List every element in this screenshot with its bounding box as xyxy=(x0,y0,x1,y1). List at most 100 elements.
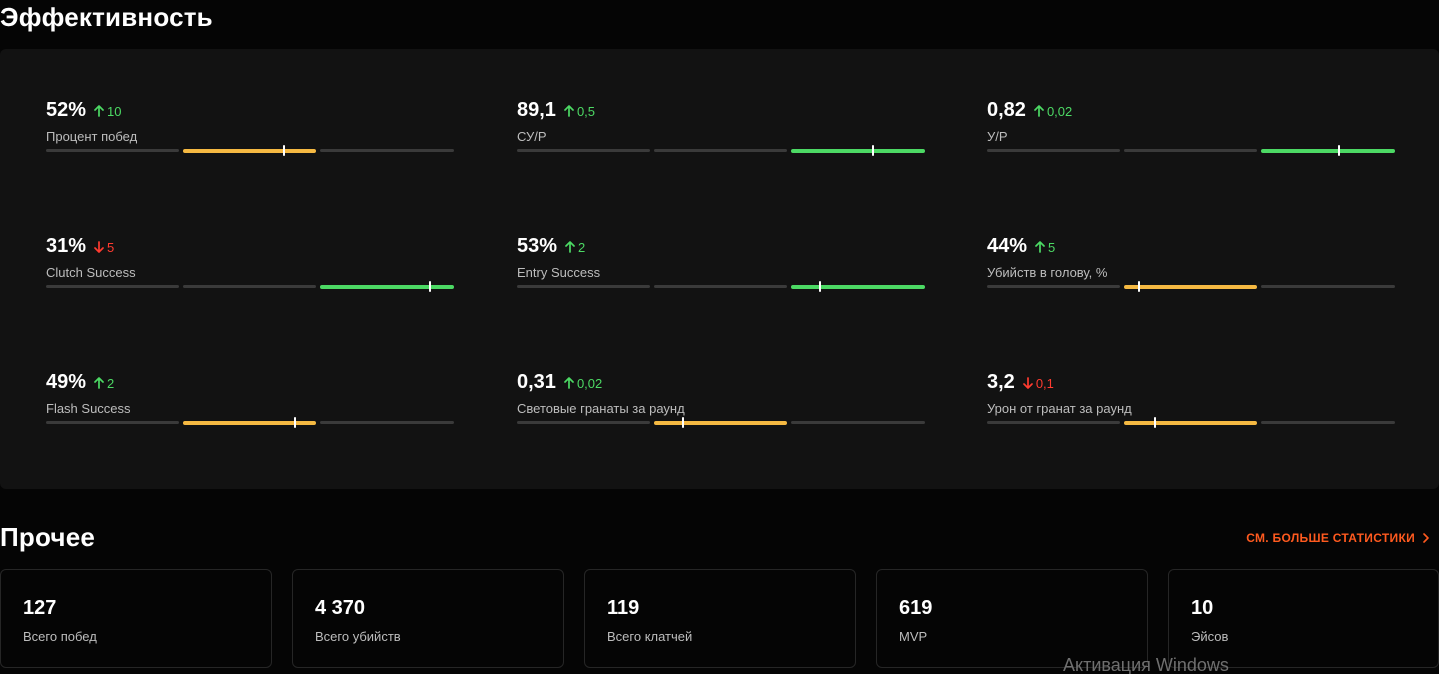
metric-label: Урон от гранат за раунд xyxy=(987,401,1132,416)
metric-label: Flash Success xyxy=(46,401,131,416)
progress-segment xyxy=(791,148,925,153)
arrow-up-icon xyxy=(1034,104,1047,119)
metric-adr: 89,1 0,5 СУ/Р xyxy=(517,99,925,179)
metric-label: СУ/Р xyxy=(517,129,547,144)
metric-progress-bar xyxy=(517,281,925,292)
card-value: 4 370 xyxy=(315,597,366,619)
metric-entry-success: 53% 2 Entry Success xyxy=(517,235,925,315)
metric-value: 3,2 xyxy=(987,371,1015,393)
progress-segment xyxy=(987,421,1120,424)
card-value: 619 xyxy=(899,597,933,619)
card-label: MVP xyxy=(899,629,928,644)
metric-value: 52% xyxy=(46,99,87,121)
metric-value: 0,31 xyxy=(517,371,556,393)
progress-segment xyxy=(1261,421,1395,424)
see-more-label: СМ. БОЛЬШЕ СТАТИСТИКИ xyxy=(1246,531,1415,545)
progress-marker xyxy=(428,281,431,292)
metric-label: Entry Success xyxy=(517,265,601,280)
progress-segment xyxy=(183,420,316,425)
efficiency-title: Эффективность xyxy=(0,2,213,32)
card-value: 127 xyxy=(23,597,57,619)
progress-marker xyxy=(682,417,685,428)
metric-progress-bar xyxy=(517,145,925,156)
card-label: Всего побед xyxy=(23,629,97,644)
metric-delta: 5 xyxy=(1035,240,1055,255)
progress-segment xyxy=(654,420,787,425)
card-label: Эйсов xyxy=(1191,629,1229,644)
efficiency-panel: 52% 10 Процент побед 89,1 0,5 СУ/Р 0,82 … xyxy=(0,49,1439,489)
progress-segment xyxy=(320,149,454,152)
progress-segment xyxy=(987,149,1120,152)
metric-value: 89,1 xyxy=(517,99,556,121)
metric-flashes-per-round: 0,31 0,02 Световые гранаты за раунд xyxy=(517,371,925,451)
arrow-down-icon xyxy=(1022,376,1036,391)
metric-progress-bar xyxy=(46,281,454,292)
progress-segment xyxy=(517,285,650,288)
metric-clutch-success: 31% 5 Clutch Success xyxy=(46,235,454,315)
arrow-up-icon xyxy=(564,376,577,391)
progress-segment xyxy=(517,149,650,152)
metric-progress-bar xyxy=(517,417,925,428)
progress-segment xyxy=(1124,149,1257,152)
progress-segment xyxy=(1124,284,1257,289)
arrow-up-icon xyxy=(565,240,578,255)
see-more-stats-link[interactable]: СМ. БОЛЬШЕ СТАТИСТИКИ xyxy=(1246,531,1429,545)
metric-label: Clutch Success xyxy=(46,265,136,280)
card-label: Всего убийств xyxy=(315,629,401,644)
card-value: 10 xyxy=(1191,597,1214,619)
progress-segment xyxy=(320,284,454,289)
metric-value: 31% xyxy=(46,235,87,257)
metric-value: 0,82 xyxy=(987,99,1026,121)
metric-progress-bar xyxy=(987,417,1395,428)
progress-marker xyxy=(871,145,874,156)
progress-marker xyxy=(1337,145,1340,156)
metric-value: 49% xyxy=(46,371,87,393)
metric-label: Световые гранаты за раунд xyxy=(517,401,685,416)
arrow-up-icon xyxy=(1035,240,1048,255)
other-title: Прочее xyxy=(0,522,96,552)
metric-delta: 0,1 xyxy=(1022,376,1054,391)
progress-segment xyxy=(1124,420,1257,425)
metric-delta: 2 xyxy=(565,240,585,255)
progress-segment xyxy=(46,149,179,152)
progress-segment xyxy=(183,148,316,153)
metric-label: У/Р xyxy=(987,129,1008,144)
stat-card-mvp: 619 MVP xyxy=(876,569,1148,668)
progress-segment xyxy=(791,421,925,424)
metric-progress-bar xyxy=(987,145,1395,156)
metric-value: 53% xyxy=(517,235,558,257)
metric-kpr: 0,82 0,02 У/Р xyxy=(987,99,1395,179)
metric-delta: 0,02 xyxy=(1034,104,1072,119)
metric-value: 44% xyxy=(987,235,1028,257)
metric-progress-bar xyxy=(46,417,454,428)
metric-delta: 2 xyxy=(94,376,114,391)
metric-headshot-pct: 44% 5 Убийств в голову, % xyxy=(987,235,1395,315)
progress-segment xyxy=(654,285,787,288)
progress-segment xyxy=(46,285,179,288)
arrow-up-icon xyxy=(94,104,107,119)
metric-label: Процент побед xyxy=(46,129,138,144)
stat-card-total-clutches: 119 Всего клатчей xyxy=(584,569,856,668)
progress-segment xyxy=(791,284,925,289)
progress-segment xyxy=(654,149,787,152)
progress-marker xyxy=(1153,417,1156,428)
metric-progress-bar xyxy=(46,145,454,156)
metric-flash-success: 49% 2 Flash Success xyxy=(46,371,454,451)
card-label: Всего клатчей xyxy=(607,629,693,644)
progress-segment xyxy=(517,421,650,424)
metric-utility-damage: 3,2 0,1 Урон от гранат за раунд xyxy=(987,371,1395,451)
card-value: 119 xyxy=(607,597,640,619)
progress-segment xyxy=(1261,285,1395,288)
progress-segment xyxy=(987,285,1120,288)
arrow-up-icon xyxy=(94,376,107,391)
metric-delta: 5 xyxy=(94,240,114,255)
metric-delta: 0,5 xyxy=(564,104,595,119)
metric-delta: 0,02 xyxy=(564,376,602,391)
stat-card-total-wins: 127 Всего побед xyxy=(0,569,272,668)
stat-card-aces: 10 Эйсов xyxy=(1168,569,1439,668)
progress-marker xyxy=(819,281,822,292)
progress-marker xyxy=(1137,281,1140,292)
arrow-up-icon xyxy=(564,104,577,119)
chevron-right-icon xyxy=(1423,533,1429,543)
